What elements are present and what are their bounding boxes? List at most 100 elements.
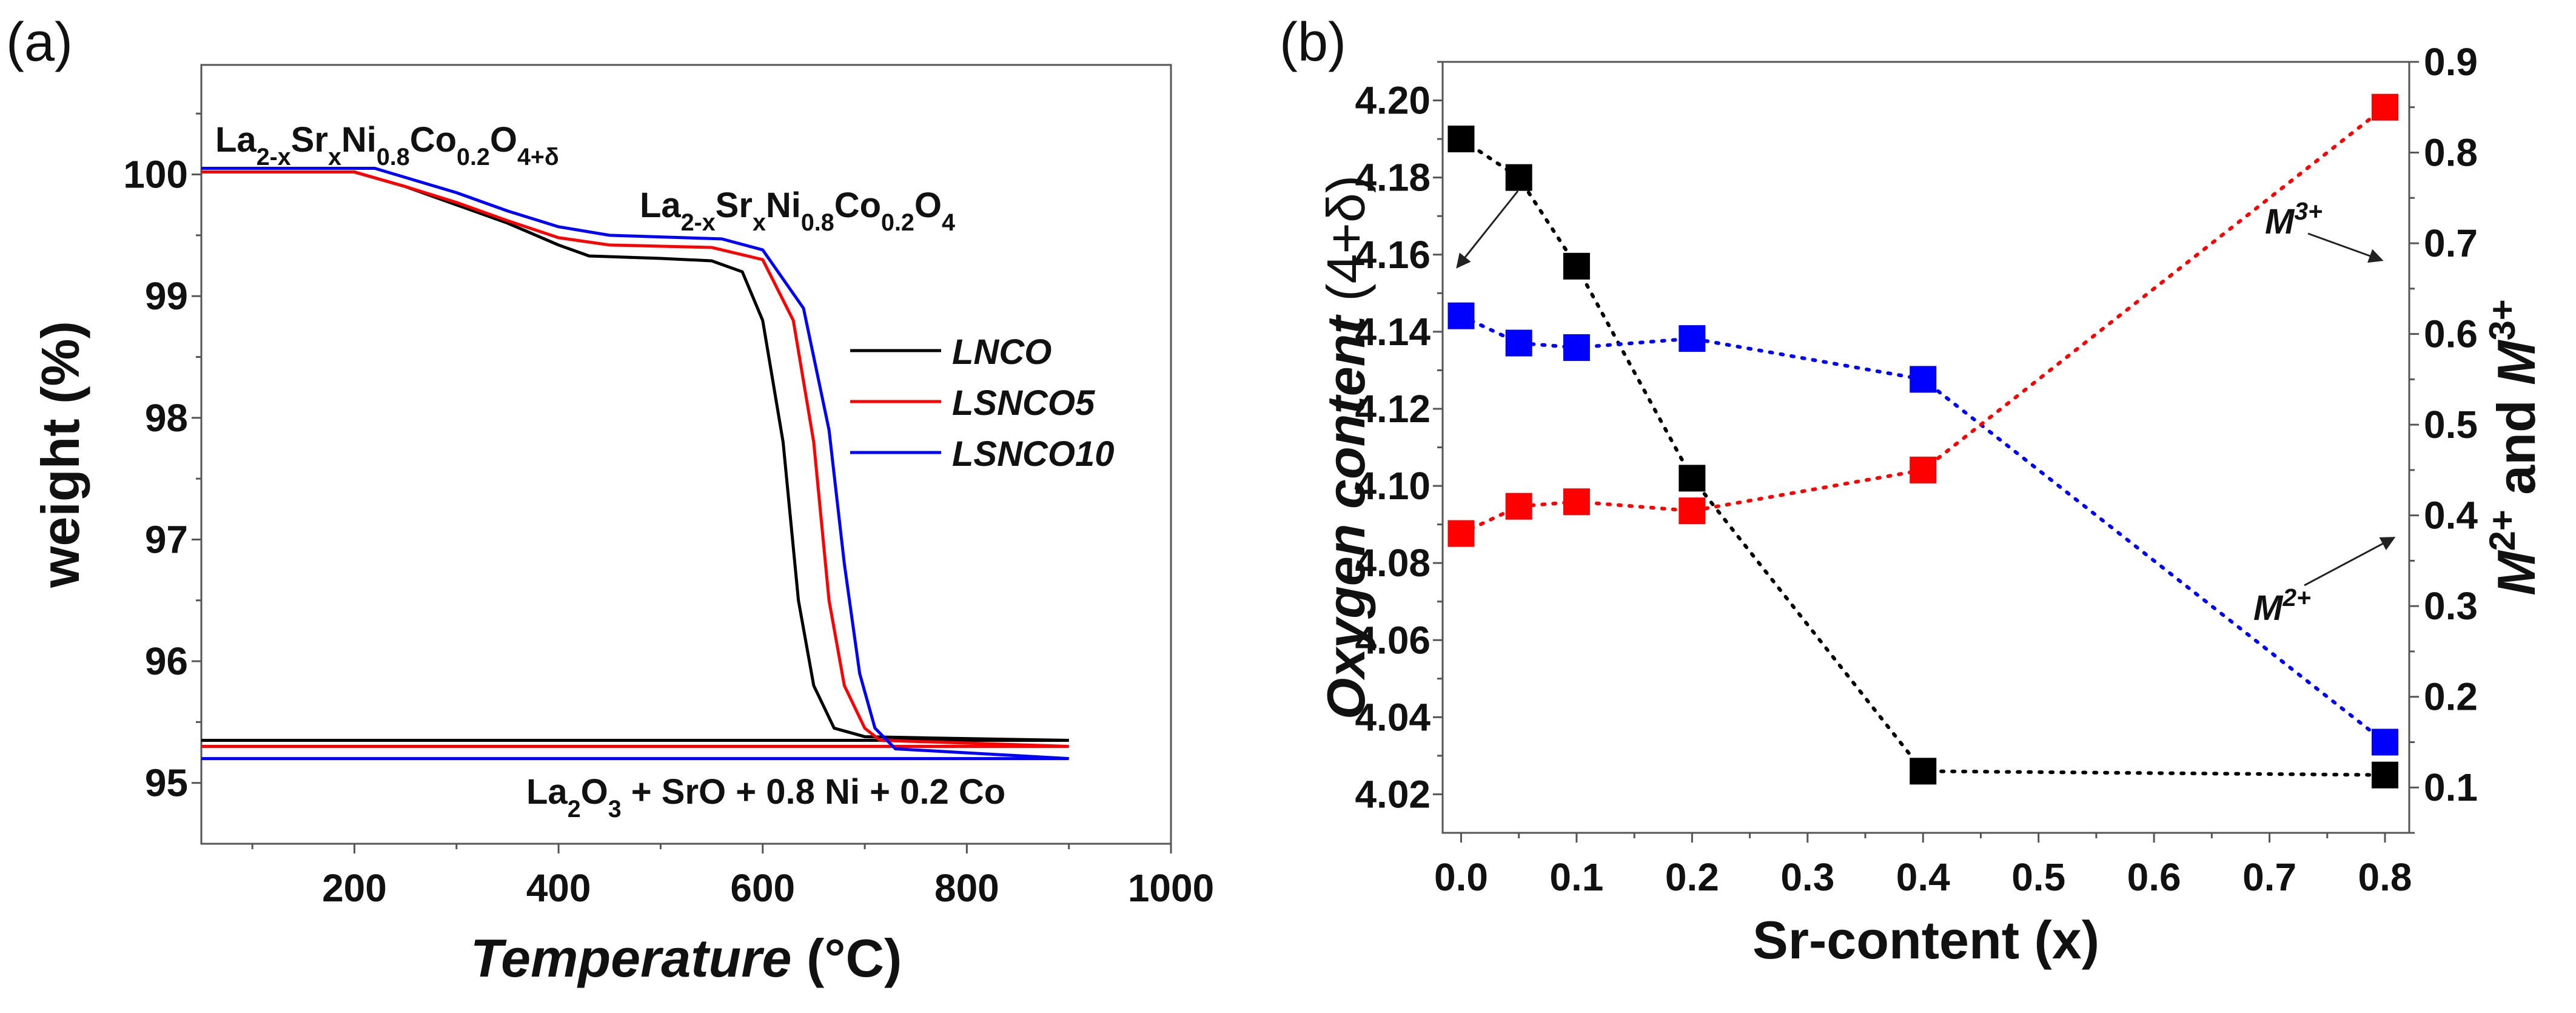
x-tick-label: 0.7 bbox=[2242, 855, 2296, 899]
y2-tick-label: 0.1 bbox=[2424, 766, 2478, 809]
text-part: O bbox=[581, 772, 608, 812]
text-part: M bbox=[2486, 550, 2546, 596]
x-tick-label: 200 bbox=[322, 866, 387, 910]
data-point-M3+ bbox=[1563, 488, 1590, 516]
text-part: 0.2 bbox=[457, 144, 490, 170]
x-tick-label: 800 bbox=[934, 866, 999, 910]
data-point-M3+ bbox=[2372, 93, 2399, 121]
text-part: 0.2 bbox=[881, 209, 914, 236]
text-part: 2-x bbox=[681, 209, 716, 236]
plot-frame bbox=[1441, 61, 2410, 834]
text-part: 3 bbox=[608, 796, 622, 823]
text-part: 2+ bbox=[2282, 584, 2311, 611]
legend-label-LNCO: LNCO bbox=[952, 332, 1052, 372]
x-tick-label: 0.4 bbox=[1896, 855, 1950, 899]
y-tick-label: 98 bbox=[145, 396, 188, 440]
x-tick-label: 0.1 bbox=[1549, 855, 1603, 899]
data-point-M2+ bbox=[1505, 329, 1532, 357]
text-part: Ni bbox=[766, 186, 801, 225]
text-part: Co bbox=[410, 120, 457, 160]
x-axis-title: Sr-content (x) bbox=[1753, 910, 2099, 970]
text-part: 4+δ bbox=[517, 144, 559, 170]
label-m2: M2+ bbox=[2253, 584, 2311, 628]
text-part: O bbox=[914, 186, 942, 225]
x-tick-label: 600 bbox=[730, 866, 795, 910]
series-line-LSNCO5 bbox=[201, 170, 1069, 748]
y-tick-label: 4.10 bbox=[1355, 464, 1431, 508]
y-tick-label: 4.18 bbox=[1355, 156, 1431, 200]
data-point-M2+ bbox=[1910, 366, 1937, 393]
x-tick-label: 0.3 bbox=[1780, 855, 1834, 899]
text-part: 2 bbox=[568, 796, 581, 823]
data-point-Oxygen content bbox=[1910, 758, 1937, 785]
legend-label-LSNCO5: LSNCO5 bbox=[952, 383, 1095, 423]
y2-axis-title: M2+ and M3+ bbox=[2482, 299, 2547, 595]
y2-tick-label: 0.6 bbox=[2424, 312, 2478, 356]
legend-label-LSNCO10: LSNCO10 bbox=[952, 434, 1115, 474]
data-point-M2+ bbox=[1679, 325, 1706, 352]
text-part: 3+ bbox=[2294, 197, 2323, 225]
text-part: O bbox=[490, 120, 517, 160]
y-tick-label: 95 bbox=[145, 761, 188, 805]
panel-b-chart: 0.0 0.1 0.2 0.3 0.4 0.5 0.6 0.7 0.8 4.02 4.04 4.06 4… bbox=[1316, 40, 2546, 970]
y2-tick-label: 0.5 bbox=[2424, 403, 2478, 446]
y2-tick-label: 0.7 bbox=[2424, 221, 2478, 265]
text-part: 0.8 bbox=[377, 144, 410, 170]
x-tick-label: 0.0 bbox=[1434, 855, 1488, 899]
y-tick-label: 4.16 bbox=[1355, 233, 1431, 277]
data-point-M2+ bbox=[2372, 729, 2399, 756]
y-axis-title-main: Oxygen content bbox=[1316, 314, 1376, 720]
x-tick-label: 400 bbox=[526, 866, 591, 910]
data-point-Oxygen content bbox=[1679, 465, 1706, 492]
text-part: 4 bbox=[942, 209, 955, 236]
y-tick-label: 4.20 bbox=[1355, 79, 1431, 123]
data-point-M2+ bbox=[1563, 334, 1590, 362]
y2-tick-label: 0.2 bbox=[2424, 675, 2478, 719]
text-part: M bbox=[2253, 588, 2284, 628]
data-point-M2+ bbox=[1447, 302, 1475, 329]
data-point-M3+ bbox=[1679, 497, 1706, 525]
annotation-oxidized-phase: La2-xSrxNi0.8Co0.2O4+δ bbox=[215, 120, 559, 170]
y-tick-label: 4.12 bbox=[1355, 387, 1431, 431]
x-axis-title-unit: (°C) bbox=[792, 928, 902, 988]
data-point-Oxygen content bbox=[1505, 164, 1532, 191]
text-part: Co bbox=[834, 186, 881, 225]
x-tick-label: 0.8 bbox=[2358, 855, 2412, 899]
y-axis-title: weight (%) bbox=[30, 321, 90, 588]
text-part: M bbox=[2486, 340, 2546, 385]
data-point-M3+ bbox=[1910, 456, 1937, 483]
y-tick-label: 96 bbox=[145, 639, 188, 683]
y-tick-label: 4.02 bbox=[1355, 772, 1431, 816]
panel-a-chart: 200 400 600 800 1000 95 96 97 98 99 100 Temperature… bbox=[30, 64, 1214, 988]
text-part: x bbox=[328, 144, 341, 170]
series-line-LNCO bbox=[201, 170, 1069, 742]
x-axis-title-main: Temperature bbox=[471, 928, 792, 988]
data-point-Oxygen content bbox=[2372, 761, 2399, 789]
annotation-stoichiometric-phase: La2-xSrxNi0.8Co0.2O4 bbox=[640, 186, 955, 236]
panel-b-label: (b) bbox=[1280, 12, 1346, 73]
text-part: La bbox=[215, 120, 257, 160]
text-part: La bbox=[640, 186, 681, 225]
x-tick-label: 0.5 bbox=[2011, 855, 2065, 899]
y-tick-label: 4.06 bbox=[1355, 618, 1431, 662]
text-part: + SrO + 0.8 Ni + 0.2 Co bbox=[622, 772, 1005, 812]
text-part: 2+ bbox=[2482, 510, 2523, 551]
text-part: Sr bbox=[291, 120, 328, 160]
series-line-LSNCO10 bbox=[201, 167, 1069, 761]
y-tick-label: 100 bbox=[123, 153, 188, 197]
x-tick-label: 1000 bbox=[1128, 866, 1214, 910]
x-tick-label: 0.6 bbox=[2127, 855, 2181, 899]
y2-tick-label: 0.4 bbox=[2424, 494, 2478, 537]
text-part: 3+ bbox=[2482, 299, 2523, 340]
x-tick-label: 0.2 bbox=[1665, 855, 1719, 899]
arrow-m3-to-right-axis bbox=[2307, 232, 2384, 263]
text-part: 0.8 bbox=[801, 209, 834, 236]
x-axis-title: Temperature (°C) bbox=[471, 928, 902, 988]
arrow-m2-to-right-axis bbox=[2304, 537, 2396, 587]
y2-tick-label: 0.9 bbox=[2424, 40, 2478, 84]
text-part: Ni bbox=[341, 120, 377, 160]
y-tick-label: 99 bbox=[145, 274, 188, 318]
plot-frame bbox=[200, 64, 1172, 845]
text-part: and bbox=[2486, 385, 2546, 510]
